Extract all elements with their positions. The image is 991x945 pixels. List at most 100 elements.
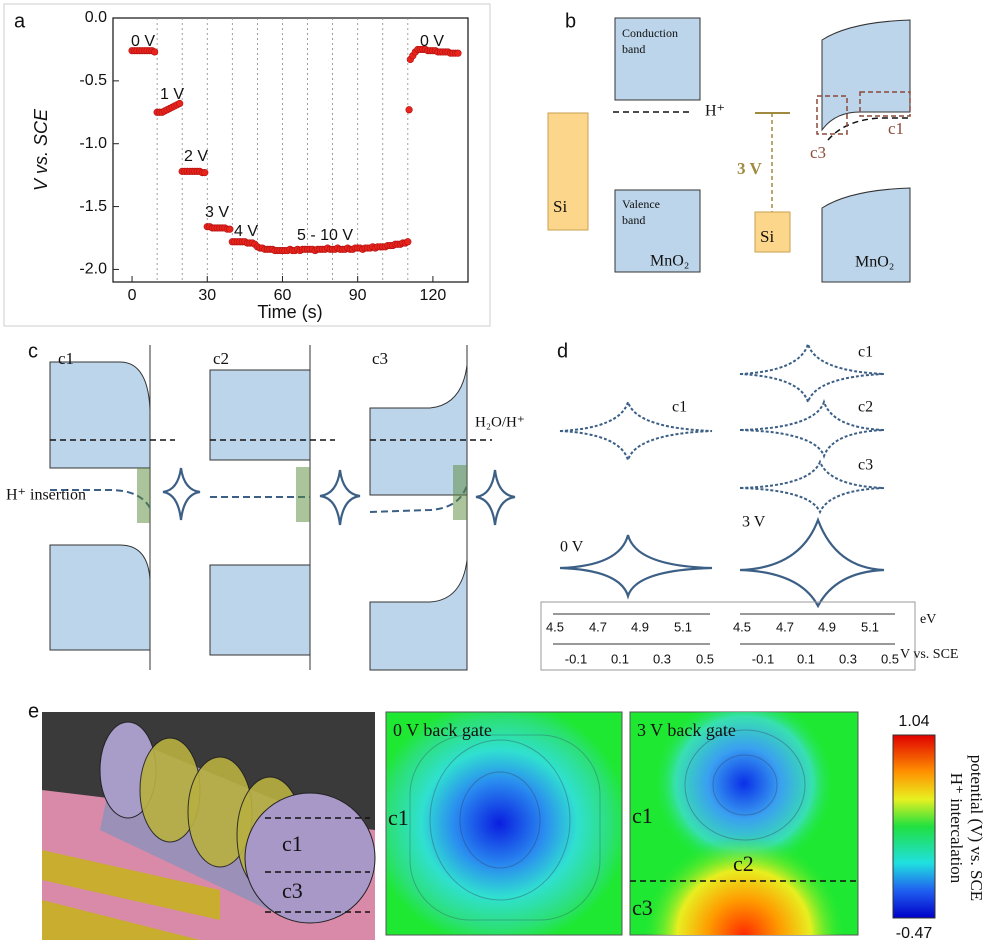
level-label: H⁺ bbox=[705, 103, 725, 120]
tick-label: 4.9 bbox=[818, 619, 836, 634]
tick-label: 4.9 bbox=[631, 619, 649, 634]
y-tick-label: -1.5 bbox=[79, 198, 107, 215]
tick-label: 4.5 bbox=[546, 619, 564, 634]
panel-label: d bbox=[557, 340, 568, 362]
panel-c: c c1 H⁺ insertion c2 c3 H₂O/H⁺ bbox=[6, 340, 525, 670]
annotation: 0 V bbox=[420, 33, 444, 50]
data-point bbox=[406, 106, 413, 113]
map-title: 3 V back gate bbox=[637, 720, 736, 740]
panel-b: b Conduction band H⁺ Si Valence band MnO… bbox=[548, 10, 910, 282]
region-label: c1 bbox=[632, 803, 653, 828]
data-point bbox=[227, 226, 234, 233]
x-tick-label: 120 bbox=[420, 287, 447, 304]
cv-curve bbox=[560, 402, 712, 460]
region-label: c3 bbox=[372, 349, 388, 368]
axis-unit: V vs. SCE bbox=[900, 647, 958, 662]
tick-label: -0.1 bbox=[752, 651, 774, 666]
colorbar-label: H⁺ intercalation bbox=[947, 773, 966, 884]
si-label: Si bbox=[553, 197, 567, 216]
curve-label: 3 V bbox=[742, 514, 766, 531]
curve-label: 0 V bbox=[560, 539, 584, 556]
tick-label: 0.3 bbox=[839, 651, 857, 666]
tick-label: 5.1 bbox=[861, 619, 879, 634]
cv-glyph bbox=[163, 468, 200, 520]
tick-label: 4.7 bbox=[776, 619, 794, 634]
potential-map bbox=[386, 712, 622, 935]
level-label: H₂O/H⁺ bbox=[475, 414, 525, 430]
conduction-band bbox=[370, 365, 467, 495]
mno2-label: MnO₂ bbox=[650, 253, 689, 270]
curve-label: c1 bbox=[672, 399, 687, 416]
panel-d: d c1 c1 c2 c3 0 V 3 V 4.5 4.7 4.9 5.1 4.… bbox=[541, 340, 958, 670]
y-tick-label: -2.0 bbox=[79, 261, 107, 278]
annotation: 3 V bbox=[205, 204, 229, 221]
cv-curve bbox=[740, 520, 884, 606]
tick-label: 0.5 bbox=[881, 651, 899, 666]
annotation: 4 V bbox=[234, 223, 258, 240]
interface-region bbox=[453, 465, 467, 520]
band-label: band bbox=[622, 213, 645, 227]
cv-glyph bbox=[476, 470, 515, 525]
x-tick-label: 0 bbox=[128, 287, 137, 304]
interface-region bbox=[296, 467, 310, 522]
data-point bbox=[201, 169, 208, 176]
nanowire-section bbox=[245, 793, 375, 923]
curve-label: c1 bbox=[858, 344, 873, 361]
region-label: c1 bbox=[888, 119, 904, 138]
panel-label: b bbox=[565, 10, 576, 32]
si-label: Si bbox=[760, 227, 774, 246]
curve-label: c2 bbox=[858, 399, 873, 416]
panel-label: a bbox=[14, 10, 26, 32]
region-label: c3 bbox=[632, 895, 653, 920]
annotation: 2 V bbox=[184, 148, 208, 165]
insertion-label: H⁺ insertion bbox=[6, 487, 86, 504]
tick-label: 0.1 bbox=[797, 651, 815, 666]
axis-unit: eV bbox=[920, 612, 936, 627]
tick-label: 4.7 bbox=[589, 619, 607, 634]
y-tick-label: -1.0 bbox=[79, 135, 107, 152]
valence-band bbox=[370, 560, 467, 670]
gate-label: 3 V bbox=[737, 159, 762, 178]
region-label: c1 bbox=[388, 805, 409, 830]
conduction-band bbox=[50, 362, 150, 468]
annotation: 5 - 10 V bbox=[297, 227, 353, 244]
axis-frame bbox=[541, 602, 915, 670]
valence-band bbox=[210, 565, 310, 655]
region-label: c2 bbox=[733, 851, 754, 876]
colorbar-label: potential (V) vs. SCE bbox=[967, 755, 986, 901]
panel-e: e c1 c3 0 V back gate c1 3 V back gate c… bbox=[28, 700, 986, 942]
colorbar-min: -0.47 bbox=[896, 925, 933, 942]
bent-conduction-band bbox=[822, 20, 910, 130]
tick-label: 0.5 bbox=[696, 651, 714, 666]
colorbar-max: 1.04 bbox=[898, 713, 929, 730]
band-label: Conduction bbox=[622, 26, 678, 40]
y-tick-label: -0.5 bbox=[79, 72, 107, 89]
potential-map-high bbox=[630, 712, 858, 935]
tick-label: 4.5 bbox=[733, 619, 751, 634]
cv-glyph bbox=[320, 470, 360, 525]
band-label: band bbox=[622, 42, 645, 56]
region-label: c3 bbox=[810, 143, 826, 162]
region-label: c2 bbox=[213, 349, 229, 368]
tick-label: 5.1 bbox=[674, 619, 692, 634]
tick-label: 0.1 bbox=[611, 651, 629, 666]
region-label: c1 bbox=[58, 349, 74, 368]
figure: a 03060901200.0-0.5-1.0-1.5-2.00 V1 V2 V… bbox=[0, 0, 991, 945]
x-tick-label: 30 bbox=[198, 287, 216, 304]
panel-label: e bbox=[28, 700, 39, 722]
y-axis-label: V vs. SCE bbox=[31, 108, 51, 191]
valence-band bbox=[50, 545, 150, 650]
colorbar bbox=[893, 735, 935, 918]
panel-label: c bbox=[28, 340, 38, 362]
annotation: 0 V bbox=[131, 33, 155, 50]
data-point bbox=[455, 50, 462, 57]
band-label: Valence bbox=[622, 197, 660, 211]
y-tick-label: 0.0 bbox=[85, 9, 107, 26]
tick-label: -0.1 bbox=[565, 651, 587, 666]
region-label: c1 bbox=[282, 831, 303, 856]
data-point bbox=[405, 238, 412, 245]
tick-label: 0.3 bbox=[653, 651, 671, 666]
x-tick-label: 90 bbox=[349, 287, 367, 304]
annotation: 1 V bbox=[160, 86, 184, 103]
